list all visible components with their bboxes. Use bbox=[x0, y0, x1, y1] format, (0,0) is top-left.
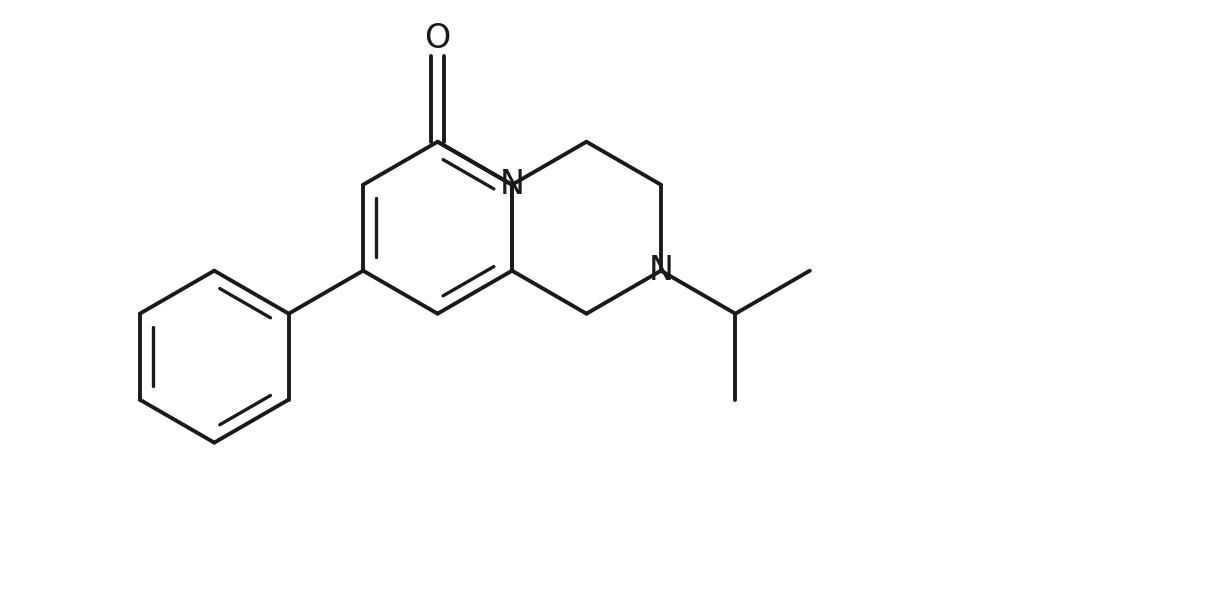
Text: N: N bbox=[500, 168, 525, 201]
Text: O: O bbox=[425, 22, 450, 55]
Text: N: N bbox=[649, 254, 674, 287]
